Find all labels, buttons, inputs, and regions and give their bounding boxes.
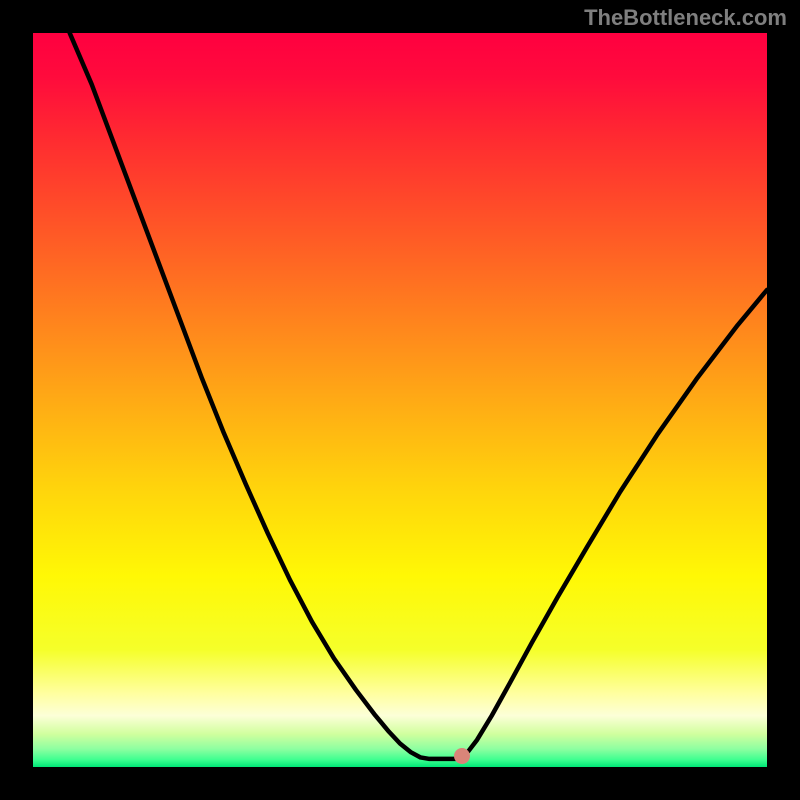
bottleneck-curve-svg: [33, 33, 767, 767]
bottleneck-curve: [70, 33, 767, 759]
chart-frame: TheBottleneck.com: [0, 0, 800, 800]
optimal-point-marker: [454, 748, 470, 764]
watermark-text: TheBottleneck.com: [584, 5, 787, 31]
plot-area: [33, 33, 767, 767]
